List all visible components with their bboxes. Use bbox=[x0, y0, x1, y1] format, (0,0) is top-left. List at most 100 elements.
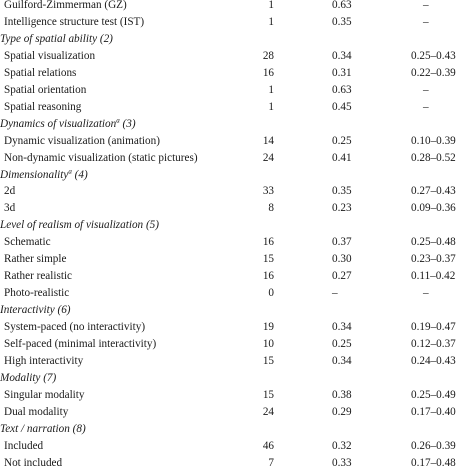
study-count: 19 bbox=[262, 321, 274, 334]
row-label: Singular modality bbox=[4, 387, 84, 404]
confidence-interval: 0.27–0.43 bbox=[411, 185, 456, 198]
effect-size: 0.31 bbox=[332, 66, 352, 79]
effect-size: 0.35 bbox=[332, 15, 352, 28]
label-text: 3d bbox=[4, 202, 16, 215]
label-text: Dynamic visualization (animation) bbox=[4, 134, 160, 147]
label-text: Included bbox=[4, 439, 44, 452]
row-label: Dual modality bbox=[4, 404, 68, 421]
effect-size: 0.34 bbox=[332, 49, 352, 62]
table-row: Rather realistic 16 0.27 0.11–0.42 bbox=[0, 268, 474, 285]
table-row: Singular modality 15 0.38 0.25–0.49 bbox=[0, 387, 474, 404]
study-count: 15 bbox=[262, 253, 274, 266]
label-text: Type of spatial ability (2) bbox=[0, 32, 113, 45]
row-label: Spatial orientation bbox=[4, 82, 86, 99]
effect-size: 0.33 bbox=[332, 456, 352, 469]
table-row: Photo-realistic 0 – – bbox=[0, 285, 474, 302]
section-heading-row: Modality (7) bbox=[0, 370, 474, 387]
table-row: Intelligence structure test (IST) 1 0.35 – bbox=[0, 14, 474, 31]
label-text: Singular modality bbox=[4, 388, 85, 401]
label-text: Non-dynamic visualization (static pictur… bbox=[4, 151, 198, 164]
table-row: System-paced (no interactivity) 19 0.34 0.1… bbox=[0, 319, 474, 336]
label-text: Dimensionality bbox=[0, 168, 69, 181]
label-text: Level of realism of visualization (5) bbox=[0, 219, 159, 232]
label-text: Photo-realistic bbox=[4, 287, 70, 300]
study-count: 28 bbox=[262, 49, 274, 62]
row-label: Intelligence structure test (IST) bbox=[4, 14, 144, 31]
confidence-interval: 0.26–0.39 bbox=[411, 439, 456, 452]
label-text: Rather realistic bbox=[4, 270, 73, 283]
label-text: System-paced (no interactivity) bbox=[4, 321, 146, 334]
confidence-interval: – bbox=[423, 15, 429, 28]
label-text: Schematic bbox=[4, 236, 51, 249]
study-count: 16 bbox=[262, 270, 274, 283]
study-count: 15 bbox=[262, 354, 274, 367]
table-row: Schematic 16 0.37 0.25–0.48 bbox=[0, 234, 474, 251]
confidence-interval: 0.17–0.40 bbox=[411, 405, 456, 418]
confidence-interval: 0.19–0.47 bbox=[411, 321, 456, 334]
row-label: Guilford-Zimmerman (GZ) bbox=[4, 0, 127, 14]
table-row: Self-paced (minimal interactivity) 10 0.25… bbox=[0, 336, 474, 353]
table-row: Not included 7 0.33 0.17–0.48 bbox=[0, 455, 474, 472]
effect-size: 0.35 bbox=[332, 185, 352, 198]
row-label: High interactivity bbox=[4, 353, 83, 370]
effect-size: 0.41 bbox=[332, 151, 352, 164]
confidence-interval: 0.12–0.37 bbox=[411, 338, 456, 350]
table-row: 2d 33 0.35 0.27–0.43 bbox=[0, 183, 474, 200]
table-row: Spatial relations 16 0.31 0.22–0.39 bbox=[0, 65, 474, 82]
table-row: Guilford-Zimmerman (GZ) 1 0.63 – bbox=[0, 0, 474, 14]
confidence-interval: 0.17–0.48 bbox=[411, 456, 456, 469]
table-row: Spatial visualization 28 0.34 0.25–0.43 bbox=[0, 48, 474, 65]
label-text: High interactivity bbox=[4, 354, 84, 367]
label-text: Text / narration (8) bbox=[0, 422, 86, 435]
study-count: 0 bbox=[268, 287, 274, 300]
effect-size: 0.29 bbox=[332, 405, 352, 418]
superscript-marker: a bbox=[116, 115, 120, 124]
table-row: High interactivity 15 0.34 0.24–0.43 bbox=[0, 353, 474, 370]
table-row: Dynamic visualization (animation) 14 0.25 0… bbox=[0, 133, 474, 150]
section-heading: Dynamics of visualizationa (3) bbox=[0, 116, 136, 133]
section-heading: Interactivity (6) bbox=[0, 302, 71, 319]
confidence-interval: 0.23–0.37 bbox=[411, 253, 456, 266]
effect-size: 0.45 bbox=[332, 100, 352, 113]
section-heading-row: Dimensionalitya (4) bbox=[0, 167, 474, 184]
section-heading: Type of spatial ability (2) bbox=[0, 31, 113, 48]
row-label: Spatial relations bbox=[4, 65, 76, 82]
section-heading: Dimensionalitya (4) bbox=[0, 167, 88, 184]
confidence-interval: 0.25–0.48 bbox=[411, 236, 456, 249]
label-text: Self-paced (minimal interactivity) bbox=[4, 338, 157, 350]
section-heading-row: Text / narration (8) bbox=[0, 421, 474, 438]
study-count: 46 bbox=[262, 439, 274, 452]
effect-size: 0.32 bbox=[332, 439, 352, 452]
row-label: Self-paced (minimal interactivity) bbox=[4, 336, 156, 353]
confidence-interval: 0.10–0.39 bbox=[411, 134, 456, 147]
confidence-interval: 0.24–0.43 bbox=[411, 354, 456, 367]
study-count: 33 bbox=[262, 185, 274, 198]
label-text: Modality (7) bbox=[0, 371, 57, 384]
table-row: Dual modality 24 0.29 0.17–0.40 bbox=[0, 404, 474, 421]
row-label: Dynamic visualization (animation) bbox=[4, 133, 160, 150]
study-count: 7 bbox=[268, 456, 274, 469]
section-heading: Text / narration (8) bbox=[0, 421, 86, 438]
effect-size: 0.34 bbox=[332, 354, 352, 367]
label-text: 2d bbox=[4, 185, 16, 198]
row-label: 3d bbox=[4, 200, 15, 217]
row-label: Not included bbox=[4, 455, 62, 472]
effect-size: 0.38 bbox=[332, 388, 352, 401]
confidence-interval: – bbox=[423, 287, 429, 300]
label-text: Spatial relations bbox=[4, 66, 77, 79]
study-count: 15 bbox=[262, 388, 274, 401]
row-label: Rather realistic bbox=[4, 268, 72, 285]
table-row: Included 46 0.32 0.26–0.39 bbox=[0, 438, 474, 455]
study-count: 1 bbox=[268, 0, 274, 11]
row-label: Spatial visualization bbox=[4, 48, 95, 65]
table-row: Spatial reasoning 1 0.45 – bbox=[0, 99, 474, 116]
study-count: 1 bbox=[268, 83, 274, 96]
confidence-interval: – bbox=[423, 100, 429, 113]
effect-size: 0.63 bbox=[332, 83, 352, 96]
section-heading: Level of realism of visualization (5) bbox=[0, 217, 159, 234]
effect-size: 0.37 bbox=[332, 236, 352, 249]
row-label: Rather simple bbox=[4, 251, 66, 268]
study-count: 1 bbox=[268, 100, 274, 113]
confidence-interval: 0.28–0.52 bbox=[411, 151, 456, 164]
effect-size: – bbox=[332, 287, 338, 300]
